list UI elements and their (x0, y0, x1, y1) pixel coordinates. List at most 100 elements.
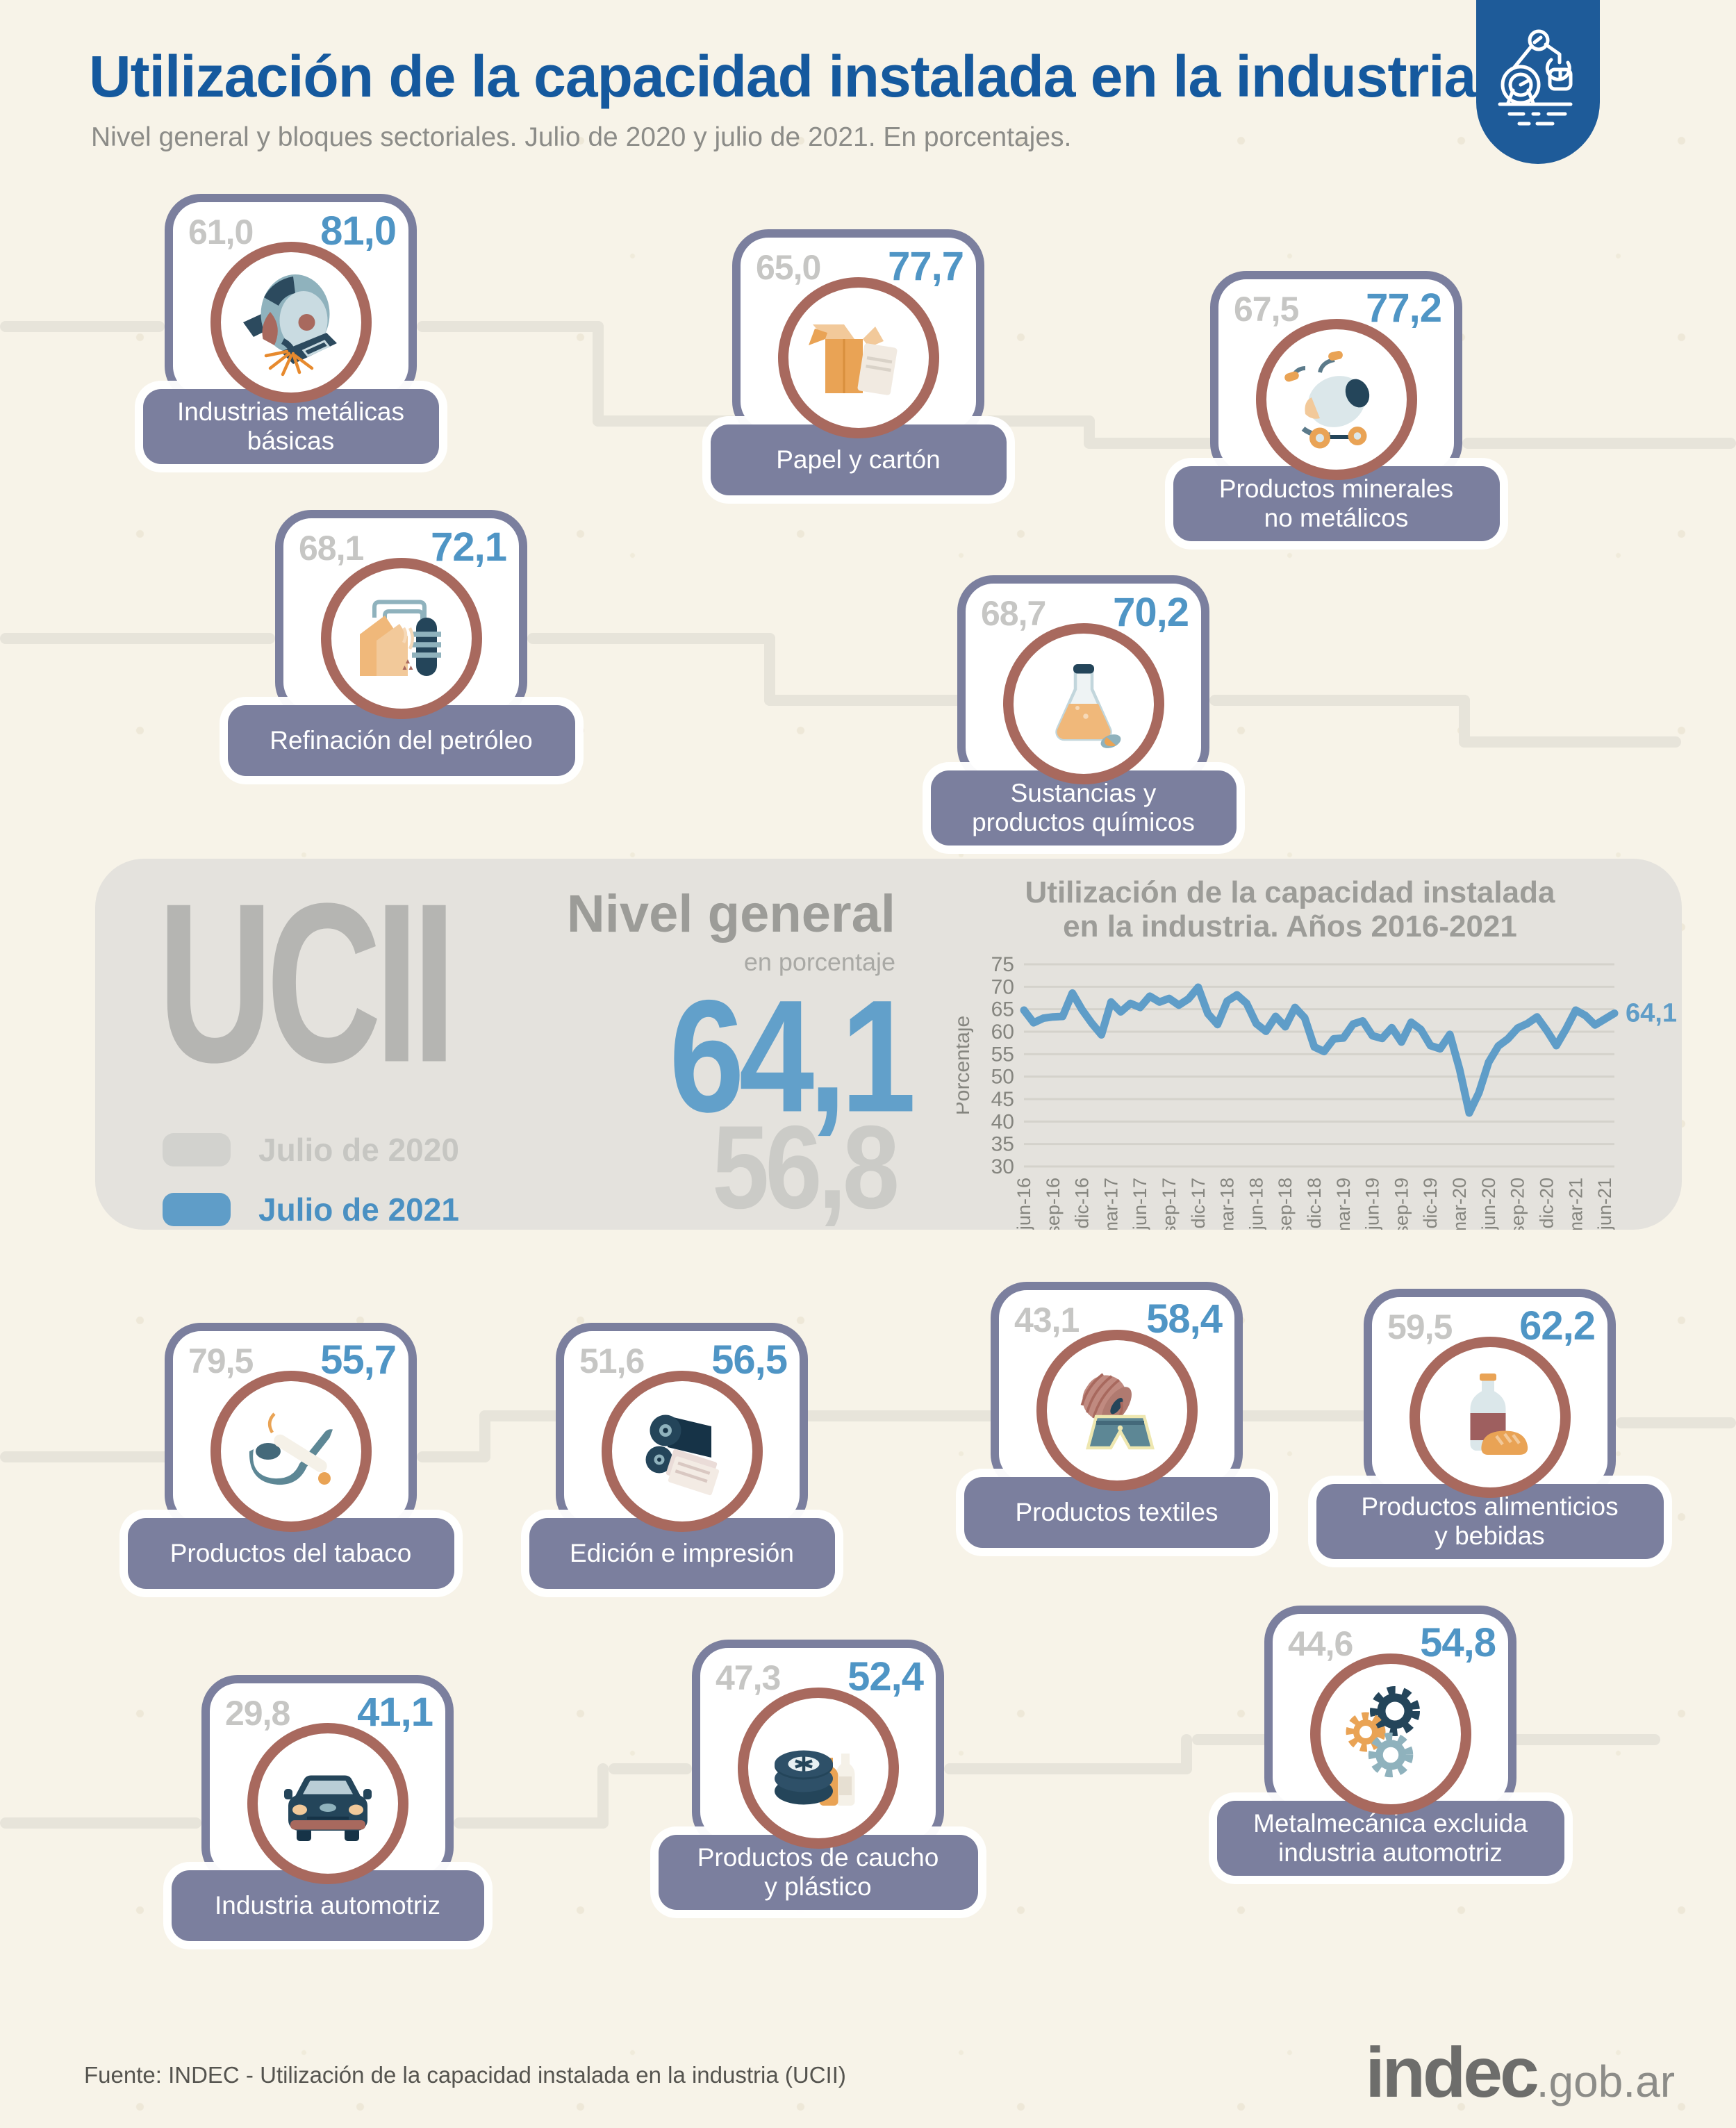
connector-line (1459, 695, 1470, 748)
connector-line (764, 633, 775, 706)
indec-wordmark: indec (1365, 2033, 1539, 2112)
connector-line (417, 321, 604, 332)
bottle-bread-icon (1409, 1337, 1571, 1498)
svg-text:jun-20: jun-20 (1478, 1178, 1499, 1230)
value-2020: 43,1 (1014, 1301, 1080, 1339)
value-2020: 61,0 (188, 213, 254, 251)
gears-icon (1309, 1653, 1471, 1815)
value-2020: 68,1 (299, 529, 364, 568)
value-2021: 55,7 (320, 1337, 397, 1383)
value-2021: 62,2 (1519, 1303, 1596, 1348)
page-title: Utilización de la capacidad instalada en… (89, 44, 1476, 109)
value-2021: 52,4 (848, 1654, 924, 1699)
grinding-wheel-icon (210, 242, 372, 403)
svg-text:mar-21: mar-21 (1565, 1178, 1586, 1230)
value-2020: 47,3 (716, 1658, 781, 1697)
cement-mixer-icon (1255, 319, 1417, 480)
value-2020: 44,6 (1288, 1624, 1353, 1663)
sector-label: Edición e impresión (529, 1518, 835, 1589)
page-subtitle: Nivel general y bloques sectoriales. Jul… (91, 122, 1072, 152)
connector-line (944, 1763, 1192, 1774)
connector-line (593, 415, 743, 427)
connector-line (1459, 736, 1681, 748)
value-2021: 72,1 (431, 525, 507, 570)
car-icon (247, 1723, 408, 1884)
svg-text:dic-18: dic-18 (1304, 1178, 1325, 1229)
connector-line (764, 695, 968, 706)
svg-text:sep-20: sep-20 (1507, 1178, 1528, 1230)
value-2021: 41,1 (357, 1690, 433, 1735)
connector-line (593, 321, 604, 427)
sector-label: Productos alimenticios y bebidas (1316, 1484, 1664, 1559)
tobacco-pipe-icon (210, 1371, 372, 1532)
svg-text:Porcentaje: Porcentaje (957, 1016, 974, 1115)
value-2020: 68,7 (981, 594, 1046, 633)
printing-press-icon (601, 1371, 763, 1532)
value-2021: 54,8 (1420, 1620, 1496, 1665)
svg-text:35: 35 (991, 1133, 1014, 1156)
value-2021: 81,0 (320, 208, 397, 254)
svg-text:jun-18: jun-18 (1246, 1178, 1266, 1230)
svg-text:dic-16: dic-16 (1072, 1178, 1093, 1229)
svg-text:64,1: 64,1 (1626, 998, 1677, 1028)
general-level-2021: 64,1 (669, 966, 916, 1146)
tires-bottles-icon (737, 1688, 899, 1849)
value-2020: 51,6 (579, 1342, 645, 1380)
general-level-unit: en porcentaje (743, 948, 895, 976)
connector-line (597, 1763, 609, 1829)
chart-title: Utilización de la capacidad instalada en… (1025, 875, 1555, 943)
value-2021: 77,7 (888, 244, 964, 289)
indec-logo: indec.gob.ar (1365, 2032, 1675, 2113)
ucii-line-chart: 30 35 40 45 50 55 60 65 70 75 jun-16 sep-16 dic-16 ma… (951, 942, 1721, 1237)
value-2021: 58,4 (1146, 1296, 1223, 1342)
svg-text:sep-18: sep-18 (1275, 1178, 1296, 1230)
svg-text:40: 40 (991, 1110, 1014, 1133)
indec-industry-badge (1476, 0, 1600, 164)
svg-text:50: 50 (991, 1066, 1014, 1089)
connector-line (1181, 1734, 1192, 1774)
value-2021: 56,5 (711, 1337, 788, 1383)
connector-line (0, 1817, 201, 1829)
svg-text:60: 60 (991, 1021, 1014, 1044)
connector-line (609, 1763, 692, 1774)
svg-text:dic-19: dic-19 (1420, 1178, 1441, 1229)
value-2020: 29,8 (225, 1694, 290, 1733)
legend-swatch-2021 (163, 1193, 231, 1226)
connector-line (417, 1451, 490, 1462)
connector-line (1084, 438, 1221, 449)
connector-line (527, 633, 775, 644)
cardboard-box-icon (777, 277, 939, 438)
connector-line (1462, 438, 1736, 449)
sector-label: Industrias metálicas básicas (142, 389, 439, 464)
connector-line (479, 1410, 490, 1462)
value-2020: 59,5 (1387, 1308, 1453, 1346)
svg-text:mar-20: mar-20 (1449, 1178, 1470, 1230)
connector-line (1616, 1417, 1736, 1428)
connector-line (0, 633, 275, 644)
svg-text:jun-17: jun-17 (1130, 1178, 1150, 1230)
svg-text:75: 75 (991, 953, 1014, 976)
legend-item-2021: Julio de 2021 (163, 1191, 459, 1228)
svg-text:jun-16: jun-16 (1014, 1178, 1034, 1230)
indec-domain-suffix: .gob.ar (1536, 2056, 1675, 2106)
svg-text:sep-19: sep-19 (1391, 1178, 1412, 1230)
value-2021: 70,2 (1113, 590, 1189, 635)
svg-text:30: 30 (991, 1155, 1014, 1178)
oil-refinery-icon (320, 558, 482, 719)
value-2020: 65,0 (756, 248, 821, 287)
legend-swatch-2020 (163, 1133, 231, 1166)
general-level-2020: 56,8 (711, 1101, 900, 1234)
svg-text:mar-18: mar-18 (1217, 1178, 1238, 1230)
svg-text:sep-16: sep-16 (1043, 1178, 1064, 1230)
source-note: Fuente: INDEC - Utilización de la capaci… (84, 2062, 846, 2088)
connector-line (0, 321, 165, 332)
svg-text:dic-20: dic-20 (1536, 1178, 1557, 1229)
svg-text:65: 65 (991, 998, 1014, 1021)
svg-text:dic-17: dic-17 (1188, 1178, 1209, 1229)
textile-roll-icon (1036, 1330, 1198, 1491)
svg-text:jun-21: jun-21 (1594, 1178, 1615, 1230)
ucii-summary-block: UCII Julio de 2020 Julio de 2021 Nivel g… (95, 859, 1682, 1237)
value-2021: 77,2 (1366, 286, 1442, 331)
svg-text:mar-17: mar-17 (1100, 1178, 1121, 1230)
